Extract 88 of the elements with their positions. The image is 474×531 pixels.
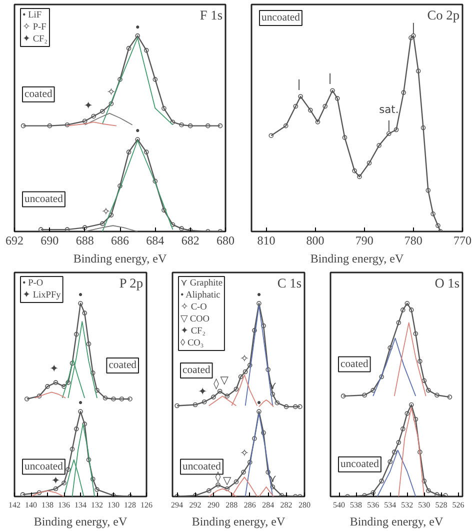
x-tick-label: 530 xyxy=(418,500,430,510)
text: uncoated xyxy=(24,194,64,205)
annotation: | xyxy=(328,72,332,85)
x-tick-label: 142 xyxy=(8,500,20,510)
x-tick-label: 286 xyxy=(244,500,256,510)
annotation: | xyxy=(297,78,301,91)
annotation: ✦ xyxy=(198,384,208,398)
x-tick-label: 686 xyxy=(111,234,129,248)
text: ✧ P-F xyxy=(22,22,46,32)
x-tick-label: 534 xyxy=(384,500,396,510)
x-tick-label: 682 xyxy=(181,234,200,248)
annotation: ✧ xyxy=(101,204,110,218)
text: ✦ LixPFy xyxy=(22,290,62,300)
x-tick-label: 690 xyxy=(40,234,59,248)
x-tick-label: 292 xyxy=(189,500,202,510)
x-tick-label: 680 xyxy=(216,234,234,248)
annotation: • xyxy=(134,20,141,34)
annotation: • xyxy=(77,288,84,302)
x-tick-label: 684 xyxy=(146,234,164,248)
annotation: ◊ CO₃ xyxy=(180,338,204,348)
chart-title: O 1s xyxy=(434,276,460,290)
series-label: uncoated xyxy=(182,461,222,472)
annotation: sat. | xyxy=(379,103,399,132)
x-tick-label: 294 xyxy=(171,500,184,510)
x-axis-title: Binding energy, eV xyxy=(350,514,444,528)
x-axis-title: Binding energy, eV xyxy=(34,514,128,528)
annotation: • xyxy=(134,124,141,138)
text: • P-O xyxy=(22,278,44,288)
text: ⋎ Graphite xyxy=(180,278,222,288)
series-label: uncoated xyxy=(340,458,380,470)
annotation: ✧ xyxy=(106,85,116,98)
x-tick-label: 134 xyxy=(74,500,86,510)
x-tick-label: 132 xyxy=(91,500,103,510)
series-label: coated xyxy=(340,358,369,370)
x-tick-label: 280 xyxy=(298,500,310,510)
annotation: ▽ xyxy=(220,373,230,386)
text: • Aliphatic xyxy=(180,290,220,300)
x-axis-title: Binding energy, eV xyxy=(192,514,286,528)
x-tick-label: 688 xyxy=(76,234,94,248)
x-tick-label: 800 xyxy=(306,234,324,248)
series-label: uncoated xyxy=(24,461,64,472)
annotation: ✦ xyxy=(51,474,60,487)
x-tick-label: 790 xyxy=(355,234,374,248)
x-tick-label: 138 xyxy=(42,500,54,510)
annotation: ◊ xyxy=(214,377,220,390)
chart-title: Co 2p xyxy=(427,8,460,22)
x-tick-label: 540 xyxy=(333,500,346,510)
x-tick-label: 130 xyxy=(108,500,120,510)
annotation: ✦ CF₂ xyxy=(22,34,48,44)
chart-title: C 1s xyxy=(277,276,302,290)
x-tick-label: 692 xyxy=(6,234,24,248)
x-tick-label: 780 xyxy=(404,234,422,248)
annotation: ▽ COO xyxy=(180,314,210,324)
x-tick-label: 770 xyxy=(454,234,472,248)
x-tick-label: 810 xyxy=(257,234,276,248)
x-tick-label: 128 xyxy=(124,500,136,510)
x-tick-label: 538 xyxy=(350,500,362,510)
annotation: ✦ CF₂ xyxy=(180,326,206,336)
x-tick-label: 526 xyxy=(452,500,464,510)
annotation: • xyxy=(77,396,84,410)
x-axis-title: Binding energy, eV xyxy=(310,252,404,266)
annotation: ▽ xyxy=(223,474,232,487)
text: uncoated xyxy=(262,12,301,24)
x-tick-label: 290 xyxy=(207,500,220,510)
annotation: • xyxy=(256,396,262,410)
annotation: ✦ xyxy=(84,99,93,112)
annotation: ✦ xyxy=(50,362,59,375)
x-axis-title: Binding energy, eV xyxy=(73,252,167,266)
x-tick-label: 536 xyxy=(367,500,380,510)
x-tick-label: 126 xyxy=(140,500,152,510)
annotation: • xyxy=(256,288,262,302)
x-tick-label: 284 xyxy=(262,500,274,510)
annotation: ✧ xyxy=(240,352,249,366)
annotation: ✧ xyxy=(240,446,249,460)
text: coated xyxy=(24,88,53,100)
x-tick-label: 528 xyxy=(435,500,448,510)
x-tick-label: 532 xyxy=(401,500,414,510)
chart-title: F 1s xyxy=(200,8,223,22)
series-label: coated xyxy=(182,365,211,376)
x-tick-label: 140 xyxy=(25,500,37,510)
annotation: | xyxy=(412,20,416,34)
text: • LiF xyxy=(22,10,42,20)
series-label: coated xyxy=(108,360,138,372)
annotation: ✧ C-O xyxy=(180,302,208,312)
x-tick-label: 288 xyxy=(226,500,238,510)
chart-title: P 2p xyxy=(119,276,144,290)
x-tick-label: 282 xyxy=(280,500,292,510)
x-tick-label: 136 xyxy=(58,500,70,510)
